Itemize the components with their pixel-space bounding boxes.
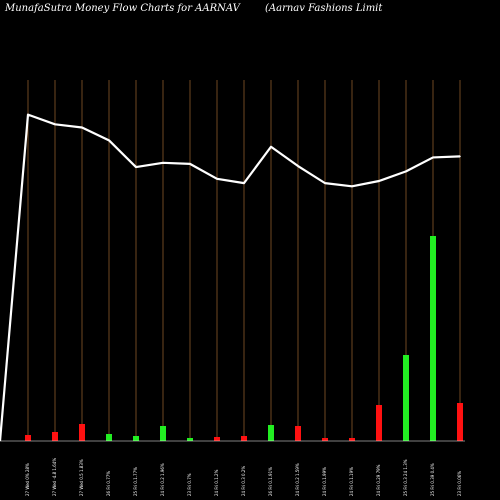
flow-bar xyxy=(268,425,274,441)
line-point xyxy=(189,163,191,165)
flow-bar xyxy=(349,438,355,441)
line-point xyxy=(270,145,272,148)
line-point xyxy=(324,182,326,184)
x-tick-label: 24 Fri 0.2 1.96% xyxy=(160,463,165,496)
line-point xyxy=(162,162,164,164)
line-point xyxy=(216,178,218,180)
line-point xyxy=(405,170,407,173)
flow-bar xyxy=(295,426,301,441)
chart-subtitle: (Aarnav Fashions Limit xyxy=(265,3,383,14)
x-tick-label: 27 Wed 0% 28% xyxy=(25,463,30,496)
x-tick-label: 25 Fri 0.1.77% xyxy=(133,467,138,496)
x-tick-label: 26 Fri 0.77% xyxy=(106,471,111,496)
line-point xyxy=(459,155,461,158)
flow-bar xyxy=(106,434,112,441)
flow-bar xyxy=(25,435,31,441)
x-tick-label: 24 Fri 0.29 79% xyxy=(376,464,381,496)
flow-bar xyxy=(403,355,409,441)
x-tick-label: 27 Wed -4.8 1.64% xyxy=(52,458,57,496)
x-tick-label: 25 Fri 0.3 24 1.3% xyxy=(403,459,408,496)
flow-bar xyxy=(52,432,58,441)
line-point xyxy=(297,165,299,167)
x-tick-label: 25 Fri 0.39 0.4% xyxy=(430,463,435,496)
x-tick-label: 24 Fri 0.1.99% xyxy=(322,467,327,496)
price-line xyxy=(0,113,461,442)
x-tick-label: 24 Fri 0.1.19% xyxy=(349,467,354,496)
x-tick-label: 24 Fri 0.1.2% xyxy=(214,469,219,496)
line-point xyxy=(54,123,56,126)
x-tick-label: 23 Fri 0.7% xyxy=(187,473,192,496)
line-point xyxy=(432,156,434,159)
flow-bar xyxy=(241,436,247,441)
flow-bar xyxy=(376,405,382,441)
line-point xyxy=(378,180,380,182)
line-point xyxy=(108,139,110,142)
line-point xyxy=(351,185,353,188)
flow-bar xyxy=(160,426,166,441)
flow-bar xyxy=(133,436,139,441)
x-tick-label: 23 Fri 0.06% xyxy=(457,471,462,496)
x-tick-label: 27 Wed 0.5 1.83% xyxy=(79,459,84,496)
x-tick-label: 26 Fri 0.1.91% xyxy=(268,467,273,496)
flow-bar xyxy=(187,438,193,441)
flow-bar xyxy=(214,437,220,441)
line-point xyxy=(27,113,29,116)
flow-bar xyxy=(79,424,85,441)
line-point xyxy=(243,182,245,184)
flow-bar xyxy=(457,403,463,441)
flow-bar xyxy=(322,438,328,441)
line-point xyxy=(81,126,83,129)
x-tick-label: 24 Fri 0.2 1.59% xyxy=(295,463,300,496)
chart-title: MunafaSutra Money Flow Charts for AARNAV xyxy=(5,3,240,14)
x-tick-label: 24 Fri 0.3 0.2% xyxy=(241,466,246,496)
line-point xyxy=(135,166,137,168)
flow-bar xyxy=(430,236,436,441)
